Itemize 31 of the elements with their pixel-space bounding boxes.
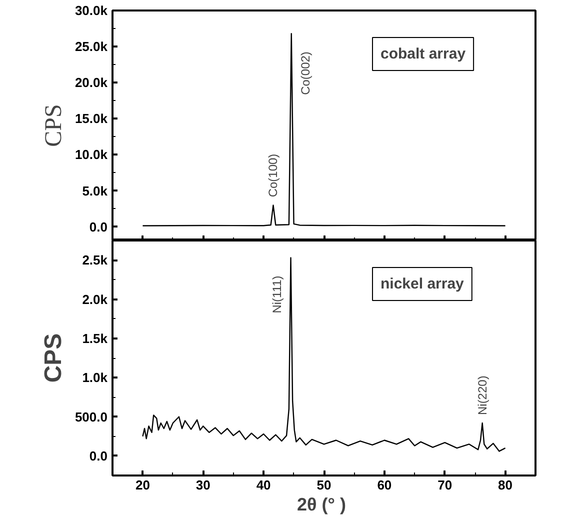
y-tick-label: 2.0k xyxy=(82,292,108,307)
y-tick-label: 0.0 xyxy=(89,219,108,234)
y-tick-label: 25.0k xyxy=(74,39,108,54)
annotation: Co(100) xyxy=(266,154,280,198)
y-tick-label: 1.0k xyxy=(82,370,108,386)
x-axis-title: 2θ (° ) xyxy=(297,494,346,514)
x-tick-label: 20 xyxy=(135,478,150,492)
line-series xyxy=(142,32,506,226)
annotation: Ni(220) xyxy=(475,376,490,416)
y-axis-title: CPS xyxy=(40,333,67,383)
y-tick-label: 2.5k xyxy=(82,252,108,268)
x-tick-label: 60 xyxy=(377,478,392,492)
line-series xyxy=(142,257,506,452)
x-tick-label: 30 xyxy=(196,478,210,492)
y-tick-label: 15.0k xyxy=(74,111,108,126)
annotation: cobalt array xyxy=(380,46,466,62)
y-tick-label: 500.0 xyxy=(74,409,108,424)
annotation: nickel array xyxy=(380,276,465,292)
y-tick-label: 5.0k xyxy=(82,183,108,198)
y-tick-label: 0.0 xyxy=(89,448,108,464)
y-tick-label: 10.0k xyxy=(74,147,108,162)
y-tick-label: 30.0k xyxy=(74,3,108,18)
x-tick-label: 80 xyxy=(498,478,513,492)
x-tick-label: 70 xyxy=(438,478,452,492)
annotation: Ni(111) xyxy=(270,276,284,314)
y-axis-title: CPS xyxy=(40,104,67,147)
y-tick-label: 1.5k xyxy=(82,330,108,346)
x-tick-label: 40 xyxy=(256,478,271,492)
y-tick-label: 20.0k xyxy=(74,75,108,90)
x-tick-label: 50 xyxy=(316,478,332,492)
annotation: Co(002) xyxy=(298,52,312,95)
